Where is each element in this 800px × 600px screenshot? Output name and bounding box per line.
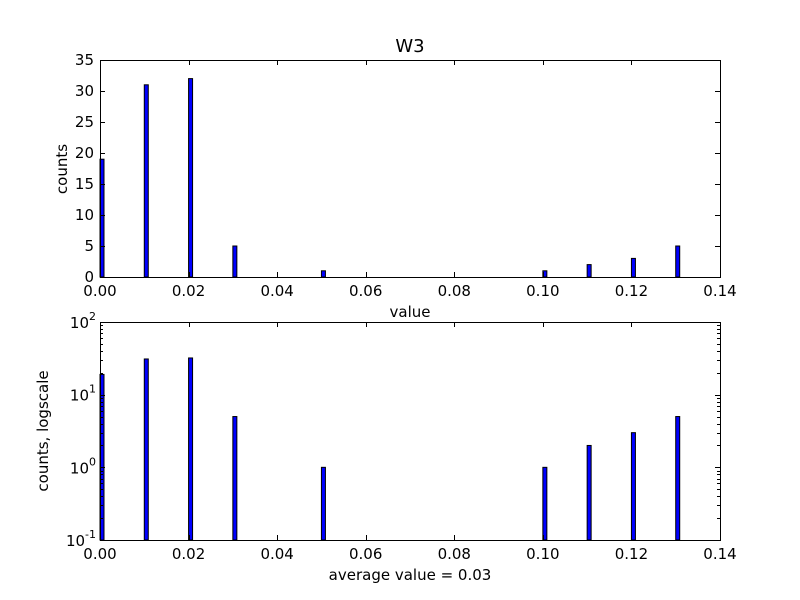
log-bar bbox=[586, 444, 592, 541]
log-bar bbox=[188, 357, 194, 541]
log-y-tick-label: 10-1 bbox=[66, 528, 96, 550]
linear-x-tick-label: 0.10 bbox=[526, 282, 559, 300]
linear-axes-frame bbox=[100, 60, 721, 278]
log-x-tick-label: 0.00 bbox=[83, 545, 116, 563]
log-bar bbox=[143, 358, 149, 541]
linear-x-tick-label: 0.04 bbox=[260, 282, 293, 300]
linear-x-tick-label: 0.08 bbox=[438, 282, 471, 300]
log-x-tick-label: 0.10 bbox=[526, 545, 559, 563]
linear-y-tick-label: 25 bbox=[75, 113, 94, 131]
log-x-axis-label: average value = 0.03 bbox=[329, 566, 492, 584]
linear-y-tick-label: 0 bbox=[84, 268, 94, 286]
linear-bar bbox=[320, 270, 326, 278]
linear-y-tick-label: 30 bbox=[75, 82, 94, 100]
linear-histogram-panel: W3 0.00 0.02 0.04 0.06 0.08 0.10 0.12 0.14 0 5 10 1… bbox=[53, 36, 737, 321]
linear-y-tick-label: 35 bbox=[75, 51, 94, 69]
log-bar bbox=[320, 466, 326, 541]
linear-bar bbox=[188, 78, 194, 278]
log-y-tick-label: 101 bbox=[70, 383, 96, 405]
linear-y-tick-label: 20 bbox=[75, 144, 94, 162]
linear-bar bbox=[143, 84, 149, 278]
linear-x-tick-label: 0.06 bbox=[349, 282, 382, 300]
linear-x-tick-label: 0.02 bbox=[172, 282, 205, 300]
linear-y-tick-label: 15 bbox=[75, 175, 94, 193]
linear-x-tick-label: 0.12 bbox=[615, 282, 648, 300]
log-bar bbox=[675, 416, 681, 541]
log-ticks: 0.00 0.02 0.04 0.06 0.08 0.10 0.12 0.14 10-1 100 1… bbox=[66, 310, 737, 563]
linear-x-axis-label: value bbox=[390, 303, 431, 321]
linear-x-tick-label: 0.00 bbox=[83, 282, 116, 300]
log-x-tick-label: 0.02 bbox=[172, 545, 205, 563]
linear-bar bbox=[232, 245, 238, 278]
linear-y-tick-label: 5 bbox=[84, 237, 94, 255]
log-x-tick-label: 0.06 bbox=[349, 545, 382, 563]
log-histogram-panel: 0.00 0.02 0.04 0.06 0.08 0.10 0.12 0.14 10-1 100 1… bbox=[34, 310, 737, 584]
linear-bar bbox=[630, 257, 636, 278]
log-bar bbox=[630, 432, 636, 541]
linear-bar bbox=[675, 245, 681, 278]
log-bar bbox=[232, 416, 238, 541]
linear-x-tick-label: 0.14 bbox=[703, 282, 736, 300]
log-axes-frame bbox=[100, 322, 721, 541]
log-x-tick-label: 0.08 bbox=[438, 545, 471, 563]
log-bar bbox=[542, 466, 548, 541]
linear-ticks: 0.00 0.02 0.04 0.06 0.08 0.10 0.12 0.14 0 5 10 15 20… bbox=[75, 51, 737, 300]
linear-y-axis-label: counts bbox=[53, 144, 71, 194]
log-y-axis-label: counts, logscale bbox=[34, 370, 52, 491]
log-y-tick-label: 100 bbox=[70, 455, 96, 477]
chart-title: W3 bbox=[395, 36, 424, 57]
log-x-tick-label: 0.14 bbox=[703, 545, 736, 563]
log-y-tick-label: 102 bbox=[70, 310, 96, 332]
linear-bar bbox=[586, 264, 592, 278]
linear-y-tick-label: 10 bbox=[75, 206, 94, 224]
log-x-tick-label: 0.12 bbox=[615, 545, 648, 563]
log-x-tick-label: 0.04 bbox=[260, 545, 293, 563]
